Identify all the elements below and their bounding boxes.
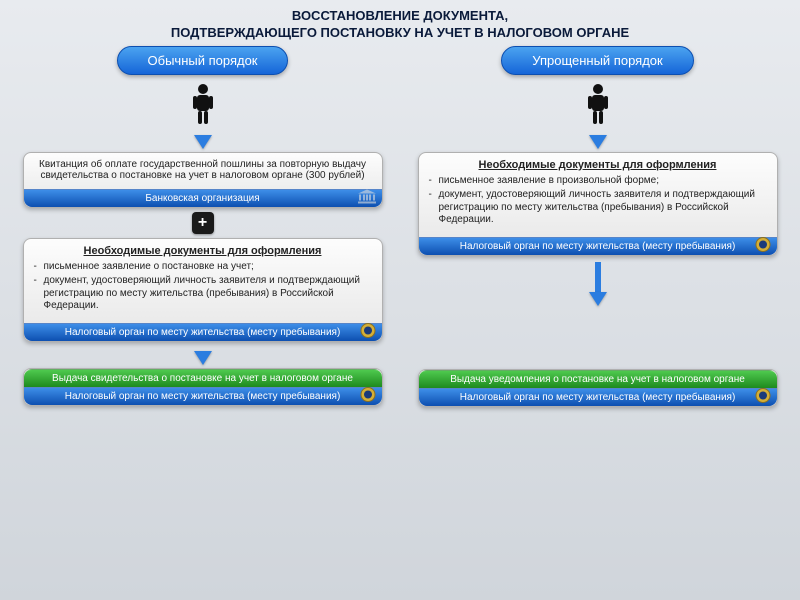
left-box-docs-title: Необходимые документы для оформления xyxy=(34,245,372,257)
left-box-docs-footer-text: Налоговый орган по месту жительства (мес… xyxy=(65,327,341,338)
left-header-pill: Обычный порядок xyxy=(117,46,289,75)
right-box-docs-body: Необходимые документы для оформления пис… xyxy=(419,153,777,237)
right-header-pill: Упрощенный порядок xyxy=(501,46,693,75)
list-item: письменное заявление о постановке на уче… xyxy=(34,261,372,274)
right-box-docs-list: письменное заявление в произвольной форм… xyxy=(429,175,767,227)
left-box-result: Выдача свидетельства о постановке на уче… xyxy=(23,368,383,406)
left-box-result-text: Выдача свидетельства о постановке на уче… xyxy=(52,373,353,384)
right-box-result: Выдача уведомления о постановке на учет … xyxy=(418,369,778,407)
person-icon xyxy=(192,83,214,130)
arrow-down-icon xyxy=(589,135,607,149)
emblem-icon xyxy=(755,388,771,407)
emblem-icon xyxy=(360,323,376,342)
left-box-result-footer: Налоговый орган по месту жительства (мес… xyxy=(24,387,382,405)
right-box-docs-footer: Налоговый орган по месту жительства (мес… xyxy=(419,237,777,255)
right-box-result-footer: Налоговый орган по месту жительства (мес… xyxy=(419,388,777,406)
emblem-icon xyxy=(360,387,376,406)
list-item: документ, удостоверяющий личность заявит… xyxy=(429,189,767,227)
page-title: ВОССТАНОВЛЕНИЕ ДОКУМЕНТА, ПОДТВЕРЖДАЮЩЕГ… xyxy=(0,0,800,46)
right-box-result-footer-text: Налоговый орган по месту жительства (мес… xyxy=(460,392,736,403)
right-box-result-body: Выдача уведомления о постановке на учет … xyxy=(419,370,777,388)
arrow-stem xyxy=(595,262,601,292)
columns-container: Обычный порядок Квитанция об оплате госу… xyxy=(0,46,800,407)
person-icon xyxy=(587,83,609,130)
left-box-docs-footer: Налоговый орган по месту жительства (мес… xyxy=(24,323,382,341)
left-box-docs: Необходимые документы для оформления пис… xyxy=(23,238,383,342)
left-box-payment-footer-text: Банковская организация xyxy=(145,193,259,204)
emblem-icon xyxy=(755,237,771,256)
arrow-down-icon xyxy=(194,135,212,149)
left-box-result-footer-text: Налоговый орган по месту жительства (мес… xyxy=(65,391,341,402)
left-box-docs-list: письменное заявление о постановке на уче… xyxy=(34,261,372,313)
plus-icon: + xyxy=(192,212,214,234)
left-box-payment-body: Квитанция об оплате государственной пошл… xyxy=(24,153,382,189)
right-box-docs-title: Необходимые документы для оформления xyxy=(429,159,767,171)
left-box-result-body: Выдача свидетельства о постановке на уче… xyxy=(24,369,382,387)
title-line-1: ВОССТАНОВЛЕНИЕ ДОКУМЕНТА, xyxy=(20,8,780,25)
list-item: письменное заявление в произвольной форм… xyxy=(429,175,767,188)
bank-icon xyxy=(358,190,376,207)
right-column: Упрощенный порядок Необходимые документы… xyxy=(418,46,778,407)
list-item: документ, удостоверяющий личность заявит… xyxy=(34,275,372,313)
left-box-payment-footer: Банковская организация xyxy=(24,189,382,207)
title-line-2: ПОДТВЕРЖДАЮЩЕГО ПОСТАНОВКУ НА УЧЕТ В НАЛ… xyxy=(20,25,780,42)
left-box-payment: Квитанция об оплате государственной пошл… xyxy=(23,152,383,208)
right-box-docs-footer-text: Налоговый орган по месту жительства (мес… xyxy=(460,241,736,252)
arrow-down-icon xyxy=(194,351,212,365)
right-box-docs: Необходимые документы для оформления пис… xyxy=(418,152,778,256)
left-column: Обычный порядок Квитанция об оплате госу… xyxy=(23,46,383,407)
arrow-down-icon xyxy=(589,292,607,306)
left-box-docs-body: Необходимые документы для оформления пис… xyxy=(24,239,382,323)
right-box-result-text: Выдача уведомления о постановке на учет … xyxy=(450,374,745,385)
